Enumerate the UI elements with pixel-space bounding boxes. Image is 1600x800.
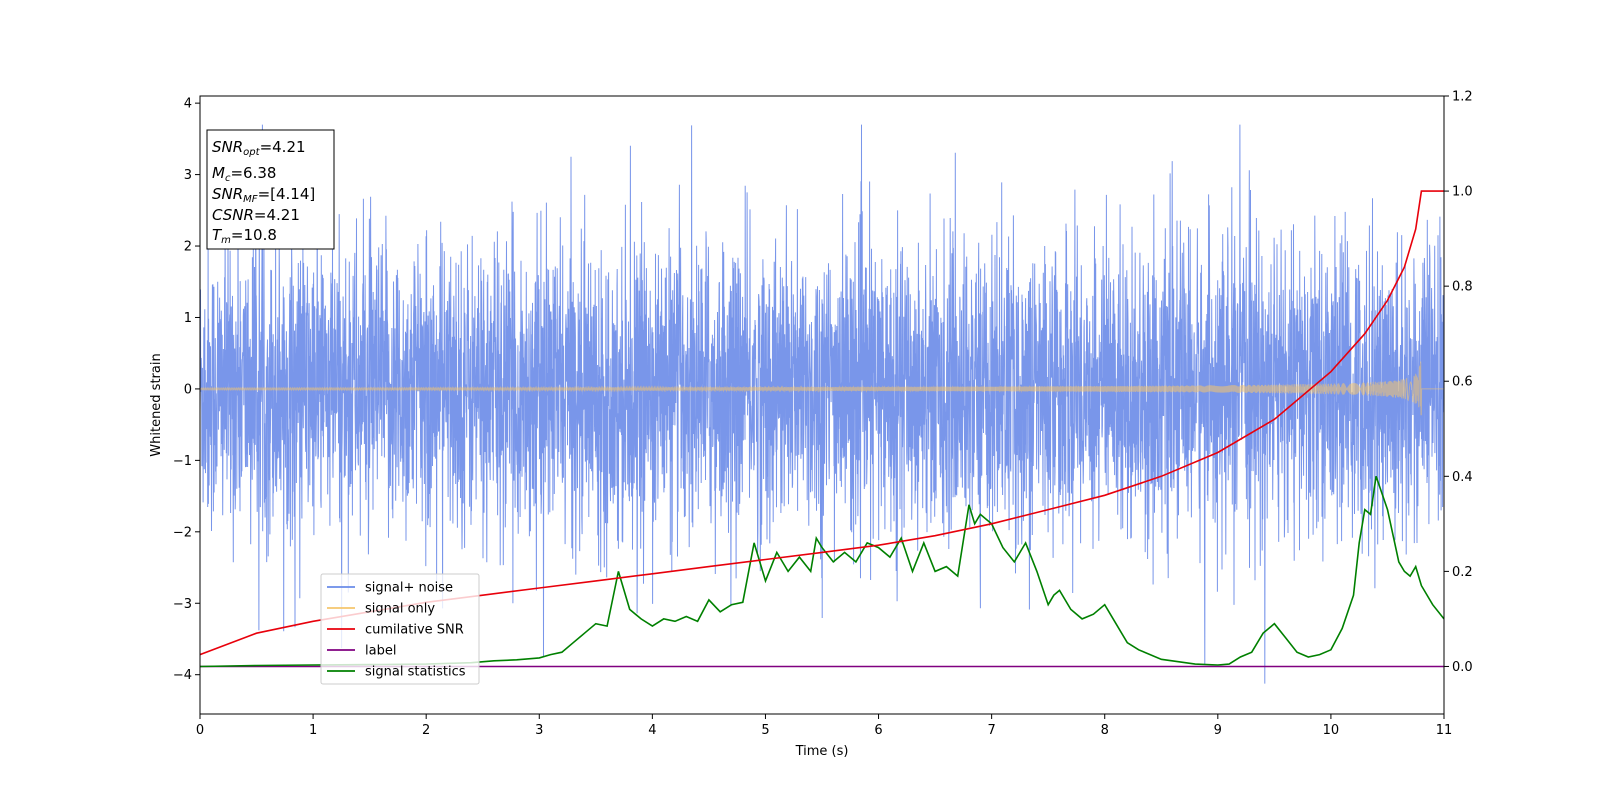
info-line: CSNR=4.21 <box>212 206 300 224</box>
x-tick-label: 1 <box>309 723 317 738</box>
plot-frame <box>199 95 1445 715</box>
legend-entry: signal+ noise <box>365 581 453 596</box>
y2-tick-label: 0.4 <box>1452 470 1473 485</box>
info-box-frame <box>206 129 335 250</box>
y2-tick-label: 0.8 <box>1452 280 1473 295</box>
x-tick-label: 0 <box>196 723 204 738</box>
y-tick-label: 2 <box>184 240 192 255</box>
y2-tick-label: 0.2 <box>1452 565 1473 580</box>
x-tick-label: 9 <box>1214 723 1222 738</box>
x-axis: 0 1 2 3 4 5 6 7 8 9 10 11 <box>196 714 1452 738</box>
y-tick-label: 3 <box>184 168 192 183</box>
series-signal-statistics <box>200 476 1444 668</box>
series-signal-only <box>200 361 1444 416</box>
x-tick-label: 8 <box>1101 723 1109 738</box>
x-tick-label: 6 <box>874 723 882 738</box>
y2-tick-label: 1.2 <box>1452 90 1473 105</box>
info-line: SNRopt=4.21 <box>212 138 306 158</box>
info-line: Mc=6.38 <box>212 164 276 184</box>
legend-entry: label <box>365 644 396 659</box>
y2-tick-label: 0.6 <box>1452 375 1473 390</box>
x-tick-label: 3 <box>535 723 543 738</box>
y-axis-right: 0.0 0.2 0.4 0.6 0.8 1.0 1.2 <box>1444 90 1473 675</box>
y2-tick-label: 0.0 <box>1452 660 1473 675</box>
x-tick-label: 2 <box>422 723 430 738</box>
legend-frame <box>320 573 480 685</box>
y-tick-label: 4 <box>184 97 192 112</box>
y-tick-label: 0 <box>184 382 192 397</box>
y2-tick-label: 1.0 <box>1452 185 1473 200</box>
x-tick-label: 5 <box>761 723 769 738</box>
legend: signal+ noise signal only cumilative SNR la… <box>320 573 480 685</box>
x-tick-label: 7 <box>987 723 995 738</box>
series-signal-noise <box>200 124 1444 684</box>
info-line: Tm=10.8 <box>212 226 277 246</box>
x-axis-label: Time (s) <box>795 744 849 759</box>
y-tick-label: −2 <box>173 525 192 540</box>
x-tick-label: 4 <box>648 723 656 738</box>
legend-entry: cumilative SNR <box>365 623 464 638</box>
y-tick-label: −1 <box>173 454 192 469</box>
y-tick-label: 1 <box>184 311 192 326</box>
legend-entry: signal statistics <box>365 665 466 680</box>
x-tick-label: 10 <box>1323 723 1340 738</box>
x-tick-label: 11 <box>1436 723 1453 738</box>
legend-entry: signal only <box>365 602 435 617</box>
info-line: SNRMF=[4.14] <box>212 185 315 205</box>
y-axis-label: Whitened strain <box>149 353 164 456</box>
y-tick-label: −4 <box>173 668 192 683</box>
y-tick-label: −3 <box>173 597 192 612</box>
y-axis-left: −4 −3 −2 −1 0 1 2 3 4 <box>173 97 200 683</box>
